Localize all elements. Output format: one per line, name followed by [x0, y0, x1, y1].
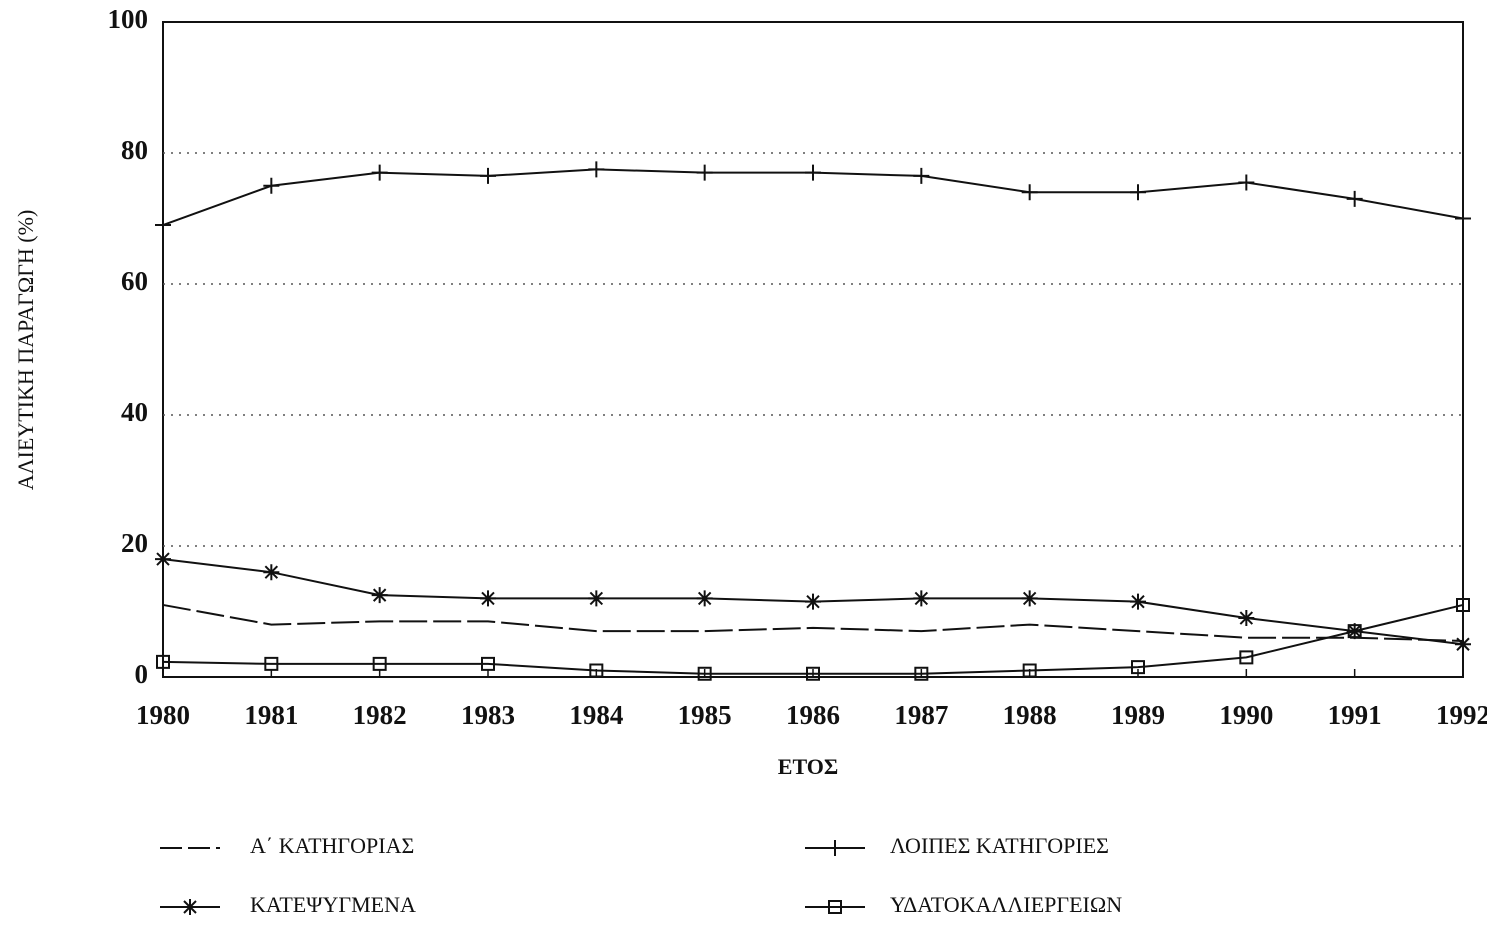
x-tick-label: 1982	[353, 700, 407, 730]
y-axis-label: ΑΛΙΕΥΤΙΚΗ ΠΑΡΑΓΩΓΗ (%)	[13, 210, 38, 491]
series-marker	[371, 587, 388, 604]
y-tick-label: 40	[121, 397, 148, 427]
x-tick-label: 1986	[786, 700, 840, 730]
series-marker	[481, 656, 495, 671]
series-line	[162, 603, 1464, 642]
series-marker	[1238, 610, 1255, 627]
series-marker	[696, 590, 713, 607]
legend-marker	[182, 899, 198, 915]
series-marker	[696, 164, 713, 181]
legend-marker	[827, 840, 843, 856]
plot-frame	[162, 21, 1464, 678]
series-marker	[263, 564, 280, 581]
y-tick-label: 0	[135, 659, 149, 689]
series-marker	[913, 167, 930, 184]
series-line	[162, 603, 1464, 675]
legend-label: ΚΑΤΕΨΥΓΜΕΝΑ	[250, 892, 416, 917]
series-marker	[588, 590, 605, 607]
x-tick-label: 1988	[1003, 700, 1057, 730]
series-marker	[697, 666, 712, 681]
y-tick-label: 60	[121, 266, 148, 296]
x-tick-label: 1990	[1219, 700, 1273, 730]
legend-label: Α΄ ΚΑΤΗΓΟΡΙΑΣ	[250, 833, 414, 858]
series-marker	[1022, 663, 1037, 678]
legend-marker	[828, 900, 842, 914]
series-marker	[914, 666, 929, 681]
series-marker	[805, 593, 821, 610]
y-tick-label: 100	[108, 4, 149, 34]
series-marker	[1021, 184, 1038, 201]
y-tick-label: 80	[121, 135, 148, 165]
series-marker	[156, 654, 170, 669]
x-tick-label: 1980	[136, 700, 190, 730]
series-marker	[155, 551, 171, 568]
series-marker	[1239, 650, 1254, 665]
series-marker	[1346, 190, 1363, 207]
x-tick-label: 1984	[569, 700, 623, 730]
y-tick-label: 20	[121, 528, 148, 558]
series-marker	[806, 666, 820, 681]
series-marker	[1238, 174, 1255, 191]
series-marker	[589, 663, 604, 678]
series-marker	[1455, 636, 1471, 653]
series-marker	[480, 590, 496, 607]
series-marker	[371, 164, 388, 181]
legend-label: ΛΟΙΠΕΣ ΚΑΤΗΓΟΡΙΕΣ	[890, 833, 1109, 858]
series-marker	[1021, 590, 1038, 607]
series-marker	[1455, 210, 1471, 227]
series-marker	[913, 590, 930, 607]
series-marker	[372, 656, 387, 671]
series-marker	[1131, 660, 1145, 675]
series-marker	[1347, 624, 1362, 639]
x-tick-label: 1987	[894, 700, 948, 730]
x-tick-label: 1981	[244, 700, 298, 730]
series-marker	[1456, 597, 1470, 612]
series-marker	[155, 217, 171, 234]
series-marker	[263, 177, 280, 194]
series-marker	[480, 167, 496, 184]
series-marker	[588, 161, 605, 178]
x-axis-label: ΕΤΟΣ	[778, 754, 838, 779]
series-marker	[1130, 593, 1146, 610]
x-tick-label: 1991	[1328, 700, 1382, 730]
x-tick-label: 1985	[678, 700, 732, 730]
x-tick-label: 1992	[1436, 700, 1487, 730]
series-marker	[264, 656, 279, 671]
legend-label: ΥΔΑΤΟΚΑΛΛΙΕΡΓΕΙΩΝ	[890, 892, 1122, 917]
x-tick-label: 1983	[461, 700, 515, 730]
series-marker	[805, 164, 821, 181]
x-tick-label: 1989	[1111, 700, 1165, 730]
series-marker	[1130, 184, 1146, 201]
